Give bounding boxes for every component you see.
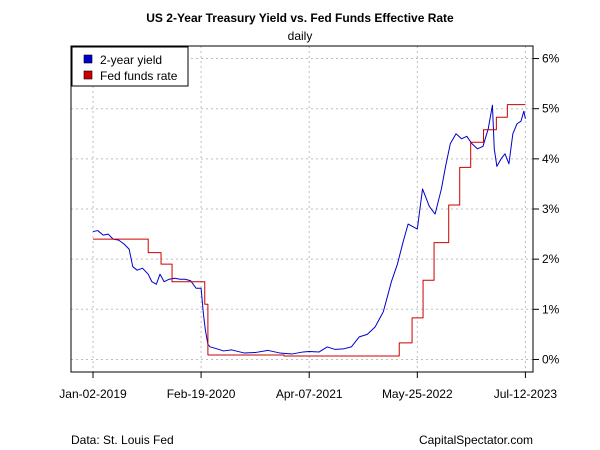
y-tick-label: 5% — [542, 102, 560, 116]
x-tick-label: Feb-19-2020 — [167, 387, 236, 401]
x-tick-label: Jan-02-2019 — [59, 387, 127, 401]
legend-label-fedfunds: Fed funds rate — [100, 69, 178, 83]
source-note: Data: St. Louis Fed — [71, 433, 174, 447]
x-tick-label: Apr-07-2021 — [276, 387, 343, 401]
legend-swatch-fedfunds — [83, 70, 93, 80]
chart-title: US 2-Year Treasury Yield vs. Fed Funds E… — [146, 11, 454, 25]
y-tick-label: 0% — [542, 352, 560, 366]
legend-box — [71, 46, 189, 87]
legend: 2-year yield Fed funds rate — [71, 46, 189, 87]
grid — [71, 46, 533, 372]
site-credit: CapitalSpectator.com — [419, 433, 533, 447]
y-tick-label: 2% — [542, 252, 560, 266]
x-tick-label: Jul-12-2023 — [494, 387, 558, 401]
x-tick-label: May-25-2022 — [382, 387, 453, 401]
chart-subtitle: daily — [288, 29, 313, 43]
y-tick-label: 1% — [542, 302, 560, 316]
series-line-2-year-yield — [92, 104, 526, 355]
y-tick-label: 6% — [542, 52, 560, 66]
y-tick-label: 3% — [542, 202, 560, 216]
series-line-fed-funds-rate — [92, 104, 526, 357]
legend-label-yield: 2-year yield — [100, 53, 162, 67]
series-lines — [92, 104, 526, 357]
y-tick-label: 4% — [542, 152, 560, 166]
legend-swatch-yield — [83, 54, 93, 64]
y-axis: 0% 1% 2% 3% 4% 5% 6% — [533, 52, 560, 366]
x-axis: Jan-02-2019 Feb-19-2020 Apr-07-2021 May-25-… — [59, 372, 557, 401]
